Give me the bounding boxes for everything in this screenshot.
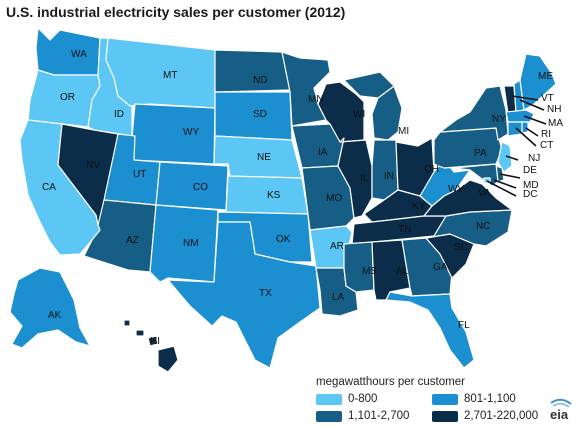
legend-swatch-3 <box>432 410 458 422</box>
map-title: U.S. industrial electricity sales per cu… <box>6 4 346 20</box>
state-MN[interactable] <box>281 51 331 127</box>
label-CA: CA <box>42 182 56 193</box>
label-PA: PA <box>474 148 487 159</box>
state-WY[interactable] <box>129 103 216 165</box>
state-ME[interactable] <box>519 53 557 111</box>
state-NY[interactable] <box>439 85 509 141</box>
state-CT[interactable] <box>507 121 523 137</box>
state-HI-3[interactable] <box>147 335 159 347</box>
label-OR: OR <box>60 92 75 103</box>
legend-label-0: 0-800 <box>348 393 378 405</box>
label-AR: AR <box>330 241 344 252</box>
label-MD: MD <box>523 180 539 191</box>
state-PA[interactable] <box>433 127 503 169</box>
state-HI-1[interactable] <box>123 319 131 327</box>
state-MA[interactable] <box>505 109 535 123</box>
label-SD: SD <box>253 109 267 120</box>
label-TX: TX <box>259 288 272 299</box>
legend-item-1: 801-1,100 <box>432 393 516 405</box>
label-GA: GA <box>433 262 448 273</box>
label-NV: NV <box>86 160 100 171</box>
label-WI: WI <box>353 109 365 120</box>
state-FL[interactable] <box>385 291 475 369</box>
legend-swatch-1 <box>432 393 458 405</box>
label-DE: DE <box>523 165 537 176</box>
state-labels: WA OR CA ID NV MT WY UT AZ CO NM ND SD NE KS OK TX MN IA MO… <box>42 49 563 347</box>
state-HI-2[interactable] <box>135 329 145 337</box>
label-SC: SC <box>454 242 468 253</box>
legend-item-3: 2,701-220,000 <box>432 410 538 422</box>
label-VA: VA <box>478 188 491 199</box>
legend-swatch-2 <box>316 410 342 422</box>
label-MS: MS <box>362 266 377 277</box>
label-RI: RI <box>541 129 551 140</box>
label-HI: HI <box>150 336 160 347</box>
state-AK[interactable] <box>9 267 91 349</box>
legend-label-2: 1,101-2,700 <box>348 410 410 422</box>
label-MT: MT <box>163 70 177 81</box>
label-NC: NC <box>476 221 490 232</box>
label-DC: DC <box>523 189 537 200</box>
label-MN: MN <box>308 94 324 105</box>
label-MO: MO <box>326 193 342 204</box>
label-MI: MI <box>398 126 409 137</box>
label-FL: FL <box>458 320 470 331</box>
label-WA: WA <box>71 49 87 60</box>
label-CT: CT <box>540 140 553 151</box>
state-IL[interactable] <box>337 137 373 219</box>
label-OH: OH <box>424 164 439 175</box>
state-MI-UP[interactable] <box>343 71 395 99</box>
state-RI[interactable] <box>521 121 529 134</box>
label-NH: NH <box>547 104 561 115</box>
label-ME: ME <box>538 71 553 82</box>
label-ND: ND <box>253 75 267 86</box>
label-VT: VT <box>541 93 554 104</box>
state-IN[interactable] <box>371 139 399 201</box>
label-WV: WV <box>448 184 464 195</box>
label-NE: NE <box>257 152 271 163</box>
label-KS: KS <box>267 190 281 201</box>
label-UT: UT <box>133 169 146 180</box>
label-KY: KY <box>412 201 426 212</box>
state-CO[interactable] <box>155 161 229 211</box>
leader-lines <box>486 95 547 197</box>
label-MA: MA <box>548 118 563 129</box>
legend-title: megawatthours per customer <box>316 376 465 388</box>
state-MI[interactable] <box>371 85 403 141</box>
state-MT[interactable] <box>105 37 216 109</box>
label-NY: NY <box>492 114 506 125</box>
state-WA[interactable] <box>35 27 101 76</box>
legend-swatch-0 <box>316 393 342 405</box>
state-TX[interactable] <box>167 221 321 369</box>
legend-label-1: 801-1,100 <box>464 393 516 405</box>
label-OK: OK <box>276 234 291 245</box>
state-HI-4[interactable] <box>157 345 179 373</box>
label-NM: NM <box>183 238 199 249</box>
label-IA: IA <box>318 147 328 158</box>
legend-item-0: 0-800 <box>316 393 377 405</box>
label-AL: AL <box>396 266 409 277</box>
label-LA: LA <box>332 292 345 303</box>
state-NM[interactable] <box>149 204 219 283</box>
label-NJ: NJ <box>528 153 540 164</box>
legend-label-3: 2,701-220,000 <box>464 410 539 422</box>
label-IL: IL <box>360 173 369 184</box>
label-IN: IN <box>384 171 394 182</box>
label-TN: TN <box>398 224 411 235</box>
state-NJ[interactable] <box>497 141 513 173</box>
label-WY: WY <box>183 127 199 138</box>
label-CO: CO <box>193 182 208 193</box>
label-ID: ID <box>114 109 124 120</box>
label-AK: AK <box>48 310 62 321</box>
legend-item-2: 1,101-2,700 <box>316 410 409 422</box>
eia-logo: eia <box>550 398 572 422</box>
label-AZ: AZ <box>126 235 139 246</box>
eia-logo-text: eia <box>550 407 569 422</box>
